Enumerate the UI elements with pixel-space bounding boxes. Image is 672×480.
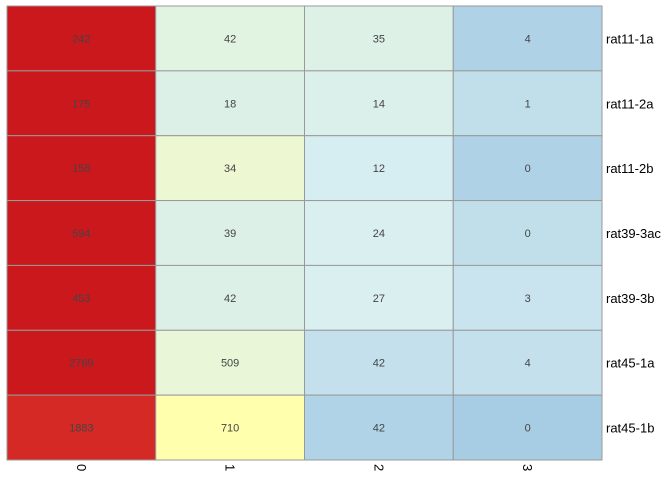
row-label: rat45-1a [606,356,655,371]
heatmap-cell [304,394,454,461]
cell-value-label: 34 [224,163,236,175]
column-label: 1 [223,464,238,471]
cell-value-label: 42 [224,33,236,45]
heatmap-cell [6,329,157,396]
heatmap-cell [155,329,305,396]
cell-value-label: 1 [525,98,531,110]
cell-value-label: 12 [373,163,385,175]
cell-value-label: 0 [525,228,531,240]
cell-value-label: 24 [373,228,385,240]
cell-value-label: 175 [72,98,90,110]
cell-value-label: 0 [525,423,531,435]
heatmap-cell [6,5,157,72]
cell-value-label: 42 [224,293,236,305]
heatmap-cell [304,329,454,396]
cell-value-label: 1883 [69,423,93,435]
heatmap-cell [452,394,603,461]
heatmap-cell [452,5,603,72]
cell-value-label: 39 [224,228,236,240]
cell-value-label: 453 [72,293,90,305]
cell-value-label: 27 [373,293,385,305]
column-label: 3 [520,464,535,471]
cell-value-label: 3 [525,293,531,305]
heatmap-cell [6,394,157,461]
cell-value-label: 4 [525,33,531,45]
heatmap-cell [452,329,603,396]
heatmap-cell [155,70,305,137]
cell-value-label: 158 [72,163,90,175]
heatmap-cell [452,70,603,137]
row-label: rat11-2a [606,96,654,111]
cell-value-label: 242 [72,33,90,45]
column-labels: 0 1 2 3 [74,464,535,471]
row-labels: rat11-1a rat11-2a rat11-2b rat39-3ac rat39-3… [606,31,661,435]
heatmap-cell [155,5,305,72]
cell-value-label: 0 [525,163,531,175]
cell-value-label: 509 [221,358,239,370]
cell-value-label: 2769 [69,358,93,370]
heatmap-cell [6,200,157,266]
heatmap-cell [304,5,454,72]
heatmap-cell [155,264,305,331]
heatmap-cell [304,264,454,331]
column-label: 0 [74,464,89,471]
cell-value-label: 35 [373,33,385,45]
heatmap-cell [6,264,157,331]
cell-value-label: 18 [224,98,236,110]
cell-value-label: 42 [373,423,385,435]
row-label: rat39-3ac [606,226,661,241]
cell-value-label: 42 [373,358,385,370]
row-label: rat11-1a [606,31,654,46]
heatmap-cells [6,5,603,461]
heatmap-cell [452,264,603,331]
row-label: rat45-1b [606,421,654,436]
row-label: rat39-3b [606,291,654,306]
heatmap-cell [452,200,603,266]
cell-value-label: 14 [373,98,385,110]
heatmap-cell [155,200,305,266]
row-label: rat11-2b [606,161,653,176]
cell-value-label: 710 [221,423,239,435]
heatmap-cell [304,200,454,266]
heatmap-cell [452,135,603,202]
cell-value-label: 4 [525,358,531,370]
heatmap-cell [155,135,305,202]
heatmap-cell [6,70,157,137]
column-label: 2 [371,464,386,471]
cell-value-label: 594 [72,228,90,240]
